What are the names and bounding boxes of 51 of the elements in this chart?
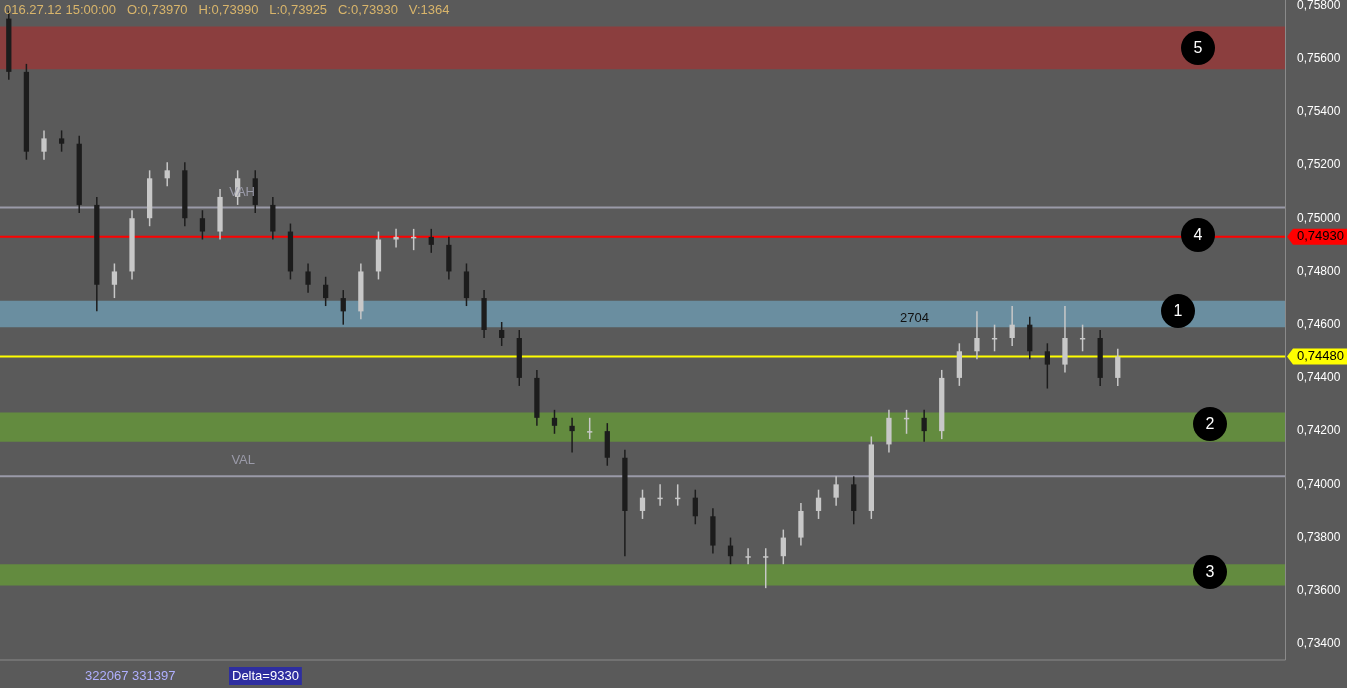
y-tick-label: 0,75600 [1297,50,1341,65]
candlestick [780,528,786,565]
candlestick [833,475,839,507]
candlestick [763,547,769,589]
annotation: 4 [1193,226,1203,244]
text: Delta=9330 [232,667,299,683]
candlestick [323,276,329,307]
annotation: 2704 [900,309,929,325]
candlestick [58,129,65,153]
candlestick [639,488,646,520]
candlestick [499,321,505,347]
candlestick [340,289,346,326]
y-tick-label: 0,74600 [1297,316,1341,331]
y-tick-label: 0,75800 [1297,0,1341,12]
y-tick-label: 0,74800 [1297,263,1341,278]
candlestick [164,161,170,188]
text: 322067 331397 [85,667,176,683]
candlestick [745,547,751,565]
y-tick-label: 0,75400 [1297,104,1341,119]
candlestick [815,488,822,520]
ref-line-label: 0,74480 [1297,348,1344,364]
y-tick-label: 0,73800 [1297,529,1341,544]
candlestick [551,409,558,435]
ref-line-label: VAL [231,452,255,468]
candlestick [111,262,118,299]
y-tick-label: 0,73600 [1297,583,1341,598]
candlestick [1115,347,1121,387]
annotation: 016.27.12 15:00:00 O:0,73970 H:0,73990 L:0,73925 C:0,73930 V:1364 [4,1,450,17]
ref-line-label: 0,74930 [1297,228,1344,244]
candlestick [1009,305,1015,347]
y-tick-label: 0,74200 [1297,423,1341,438]
candlestick [587,417,593,440]
y-tick-label: 0,74000 [1297,476,1341,491]
y-tick-label: 0,73400 [1297,636,1341,651]
annotation: 5 [1193,39,1203,57]
candlestick [428,228,434,254]
candlestick [921,409,927,443]
candlestick [393,228,399,249]
annotation: 2 [1205,415,1215,433]
candlestick [41,129,47,161]
y-tick-label: 0,75200 [1297,157,1341,172]
annotation: 1 [1173,302,1183,320]
y-tick-label: 0,75000 [1297,210,1341,225]
candlestick [199,209,206,241]
candlestick [974,310,980,361]
candlestick [692,488,698,526]
annotation: 3 [1205,563,1215,581]
candlestick [569,417,575,454]
y-tick-label: 0,74400 [1297,370,1341,385]
candlestick [1044,342,1050,390]
candlestick [305,262,311,294]
